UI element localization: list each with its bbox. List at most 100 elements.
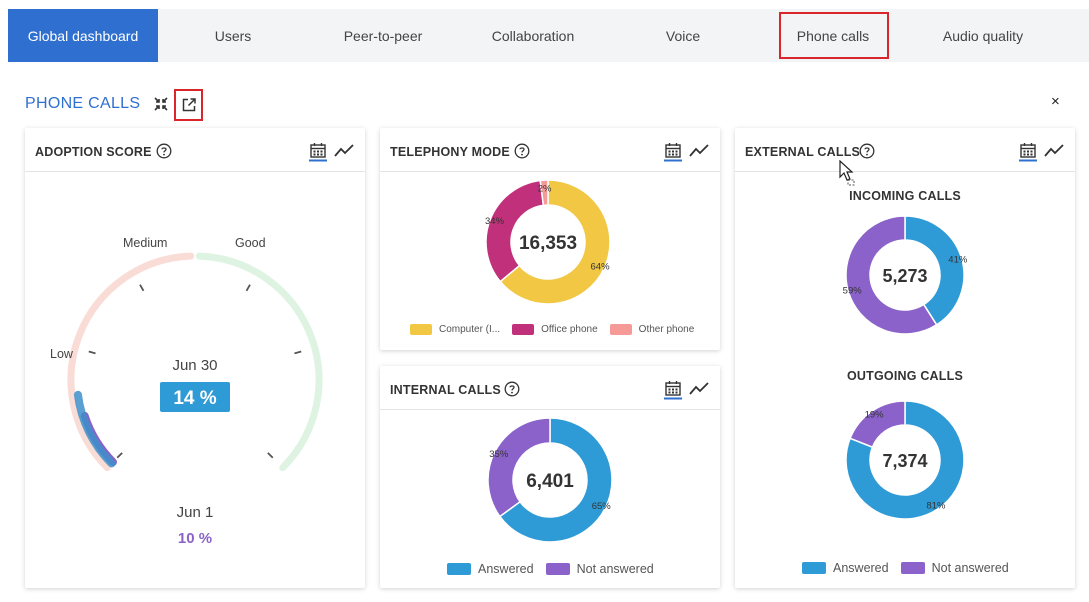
legend-swatch <box>512 324 535 335</box>
external-card-title: EXTERNAL CALLS <box>745 145 861 159</box>
donut-slice[interactable] <box>485 179 545 283</box>
slice-label: 41% <box>948 255 968 266</box>
calendar-icon[interactable] <box>309 142 327 162</box>
adoption-card-title: ADOPTION SCORE <box>35 145 152 159</box>
help-icon[interactable] <box>156 143 172 159</box>
donut-slice[interactable] <box>849 400 906 449</box>
external-link-icon <box>182 98 196 112</box>
tab-global-dashboard[interactable]: Global dashboard <box>8 9 158 62</box>
slice-label: 34% <box>485 216 505 227</box>
gauge-arc-low <box>67 252 195 472</box>
tab-users[interactable]: Users <box>214 27 252 44</box>
slice-label: 64% <box>591 261 611 272</box>
external-card-header: EXTERNAL CALLS <box>735 128 1075 172</box>
current-value-badge <box>160 382 230 412</box>
slice-label: 19% <box>865 410 885 421</box>
legend-swatch <box>609 324 632 335</box>
adoption-score-card: ADOPTION SCORE Low Medium Good Jun 30 1 <box>25 128 365 588</box>
legend-label: Office phone <box>541 324 598 335</box>
calendar-icon[interactable] <box>664 142 682 162</box>
donut-slice[interactable] <box>904 215 965 326</box>
gauge-label-good: Good <box>235 236 266 250</box>
donut-slice[interactable] <box>498 417 613 543</box>
trend-icon[interactable] <box>334 142 354 160</box>
donut-slice[interactable] <box>845 215 938 335</box>
popout-button[interactable] <box>174 89 203 121</box>
telephony-mode-card: TELEPHONY MODE 64% 34% 2% 16,353 Computer (… <box>380 128 720 350</box>
tab-peer-to-peer[interactable]: Peer-to-peer <box>343 27 423 44</box>
current-value: 14 % <box>173 388 216 409</box>
incoming-calls-donut: 41% 59% 5,273 <box>843 215 968 335</box>
tab-audio-quality[interactable]: Audio quality <box>942 27 1024 44</box>
internal-calls-card: INTERNAL CALLS 65% 35% 6,401 Answered Not … <box>380 366 720 588</box>
legend-label: Computer (I... <box>439 324 501 335</box>
donut-slice[interactable] <box>487 417 551 518</box>
telephony-legend: Computer (I... Office phone Other phone <box>410 324 694 335</box>
current-date: Jun 30 <box>172 357 217 374</box>
gauge-arc-good <box>195 252 323 472</box>
donut-slice[interactable] <box>539 179 549 207</box>
tab-phone-calls[interactable]: Phone calls <box>796 27 870 44</box>
gauge-ticks <box>88 284 302 459</box>
slice-label: 35% <box>489 449 509 460</box>
legend-swatch <box>410 324 432 335</box>
gauge-current-value-arc <box>73 390 116 468</box>
donut-slice[interactable] <box>845 400 965 520</box>
legend-label: Answered <box>833 561 889 575</box>
legend-item-answered[interactable]: Answered <box>447 562 534 576</box>
legend-item-other-phone[interactable]: Other phone <box>609 324 695 335</box>
gauge-tick <box>245 284 251 292</box>
external-legend: Answered Not answered <box>802 561 1009 575</box>
mouse-cursor-icon <box>839 160 855 186</box>
gauge-tick <box>116 452 123 459</box>
tab-collaboration[interactable]: Collaboration <box>491 27 575 44</box>
outgoing-calls-title: OUTGOING CALLS <box>847 369 963 383</box>
telephony-card-header: TELEPHONY MODE <box>380 128 720 172</box>
internal-calls-donut: 65% 35% 6,401 <box>487 417 613 543</box>
collapse-icon[interactable] <box>153 96 169 112</box>
calendar-icon[interactable] <box>1019 142 1037 162</box>
trend-icon[interactable] <box>1044 142 1064 160</box>
internal-card-title: INTERNAL CALLS <box>390 383 501 397</box>
slice-label: 2% <box>538 184 552 195</box>
legend-swatch <box>900 562 925 574</box>
gauge-tick <box>139 284 145 292</box>
trend-icon[interactable] <box>689 142 709 160</box>
internal-legend: Answered Not answered <box>447 562 654 576</box>
telephony-card-title: TELEPHONY MODE <box>390 145 510 159</box>
trend-icon[interactable] <box>689 380 709 398</box>
legend-swatch <box>802 562 826 574</box>
donut-total: 5,273 <box>882 266 927 286</box>
telephony-mode-donut: 64% 34% 2% 16,353 <box>485 179 611 305</box>
legend-swatch <box>447 563 471 575</box>
dashboard-tab-bar: Global dashboard Users Peer-to-peer Coll… <box>8 9 1089 62</box>
gauge-label-low: Low <box>50 347 74 361</box>
donut-total: 16,353 <box>519 233 577 254</box>
gauge-label-medium: Medium <box>123 236 167 250</box>
incoming-calls-title: INCOMING CALLS <box>849 189 961 203</box>
previous-date: Jun 1 <box>177 504 214 521</box>
help-icon[interactable] <box>504 381 520 397</box>
help-icon[interactable] <box>514 143 530 159</box>
external-calls-card: EXTERNAL CALLS INCOMING CALLS 41% 59% 5,27… <box>735 128 1075 588</box>
tab-voice[interactable]: Voice <box>665 27 701 44</box>
legend-item-answered[interactable]: Answered <box>802 561 889 575</box>
help-icon[interactable] <box>859 143 875 159</box>
slice-label: 81% <box>926 500 946 511</box>
adoption-card-header: ADOPTION SCORE <box>25 128 365 172</box>
calendar-icon[interactable] <box>664 380 682 400</box>
legend-item-computer[interactable]: Computer (I... <box>410 324 500 335</box>
legend-item-office-phone[interactable]: Office phone <box>512 324 598 335</box>
donut-slice[interactable] <box>499 179 611 305</box>
close-section-button[interactable]: × <box>1051 93 1060 110</box>
section-title: PHONE CALLS <box>25 95 141 112</box>
legend-label: Answered <box>478 562 534 576</box>
gauge-tick <box>88 350 96 355</box>
legend-item-not-answered[interactable]: Not answered <box>545 562 654 576</box>
previous-value: 10 % <box>178 530 212 547</box>
legend-item-not-answered[interactable]: Not answered <box>900 561 1009 575</box>
legend-swatch <box>545 563 570 575</box>
legend-label: Other phone <box>638 324 695 335</box>
adoption-gauge: Low Medium Good Jun 30 14 % Jun 1 10 % <box>50 236 323 547</box>
gauge-tick <box>267 452 274 459</box>
